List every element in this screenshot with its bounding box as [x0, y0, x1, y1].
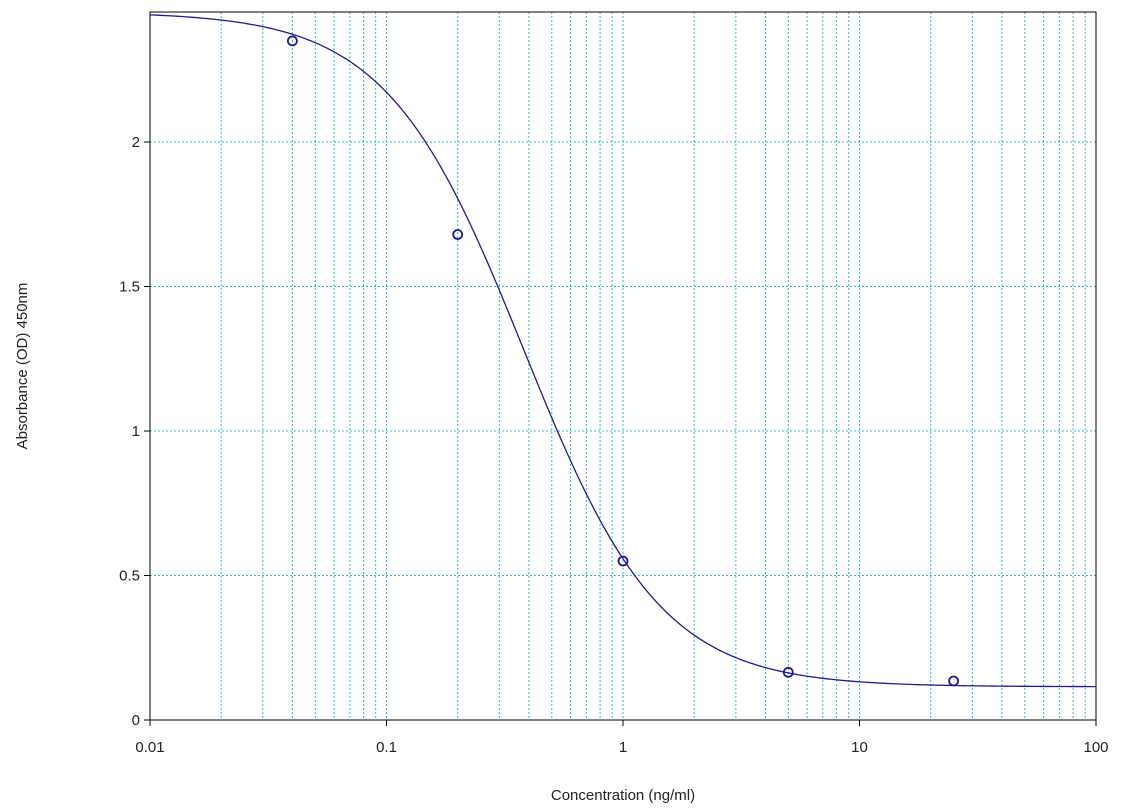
data-point	[782, 666, 794, 678]
y-tick-label: 0.5	[119, 568, 140, 585]
x-tick-label: 10	[851, 739, 868, 756]
fit-curve	[149, 14, 1097, 688]
y-tick-label: 0	[132, 712, 140, 729]
x-tick-label: 0.01	[135, 739, 164, 756]
x-tick-label: 0.1	[376, 739, 397, 756]
x-tick-label: 1	[619, 739, 627, 756]
y-tick-label: 1	[132, 423, 140, 440]
data-point	[452, 229, 464, 240]
grid-lines	[150, 12, 1096, 720]
y-tick-label: 1.5	[119, 279, 140, 296]
x-axis-title: Concentration (ng/ml)	[551, 787, 695, 804]
data-point	[948, 675, 960, 687]
y-axis-title: Absorbance (OD) 450nm	[14, 283, 31, 450]
data-point	[617, 555, 629, 567]
y-tick-label: 2	[132, 134, 140, 151]
data-point	[286, 35, 298, 47]
x-tick-label: 100	[1083, 739, 1108, 756]
data-points	[286, 35, 960, 687]
fit-curve-layer	[149, 14, 1097, 688]
axis-ticks: 0.01 0.1 1 10 100 0 0.5 1 1.5 2	[119, 134, 1108, 756]
